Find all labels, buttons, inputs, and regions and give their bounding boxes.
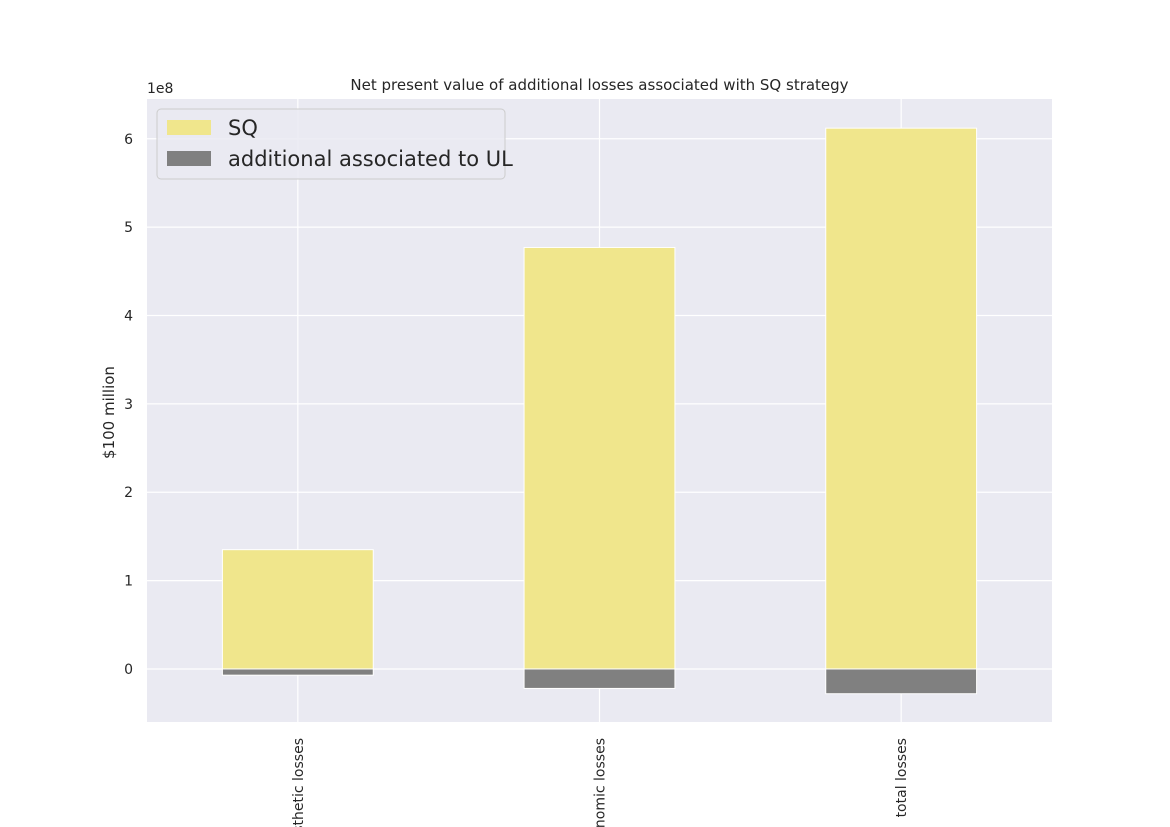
y-tick-label: 5 (124, 220, 133, 236)
y-tick-label: 1 (124, 574, 133, 590)
legend: SQ additional associated to UL (156, 108, 513, 180)
bar-additional-ul (825, 668, 978, 695)
y-axis-label: $100 million (100, 366, 118, 459)
bar-additional-ul (523, 668, 676, 689)
bar-sq (523, 246, 676, 670)
bar-sq (825, 127, 978, 670)
x-tick-label: sthetic losses (291, 738, 307, 827)
y-axis-offset-label: 1e8 (147, 81, 173, 97)
y-tick-label: 6 (124, 132, 133, 148)
legend-box (156, 108, 506, 180)
legend-swatch (167, 120, 211, 135)
bars (221, 127, 978, 695)
legend-label: SQ (228, 116, 258, 140)
chart-title: Net present value of additional losses a… (350, 76, 848, 94)
legend-swatch (167, 151, 211, 166)
x-tick-label: nomic losses (593, 738, 609, 827)
y-tick-label: 3 (124, 397, 133, 413)
y-tick-label: 4 (124, 309, 133, 325)
y-tick-labels: 0 1 2 3 4 5 6 (124, 132, 133, 678)
y-tick-label: 2 (124, 485, 133, 501)
legend-label: additional associated to UL (228, 147, 513, 171)
x-tick-label: total losses (894, 738, 910, 817)
bar-additional-ul (221, 668, 374, 676)
bar-sq (221, 549, 374, 670)
x-tick-labels: sthetic losses nomic losses total losses (291, 738, 910, 827)
y-tick-label: 0 (124, 662, 133, 678)
